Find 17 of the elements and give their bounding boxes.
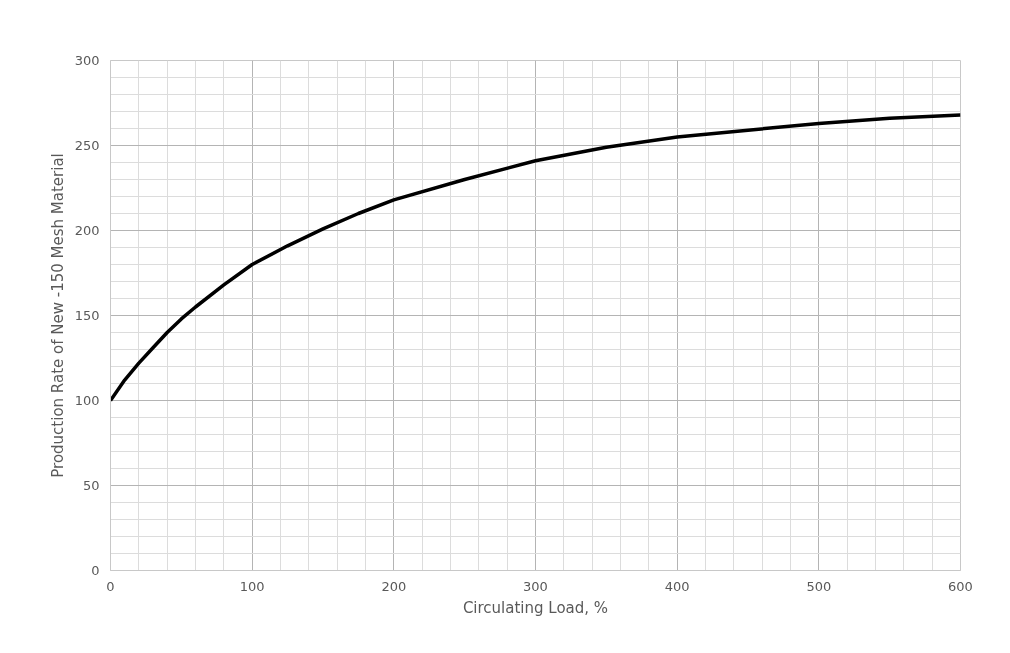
- y-tick-label: 0: [91, 563, 100, 578]
- y-tick-label: 150: [74, 308, 100, 323]
- x-tick-label: 300: [523, 578, 548, 594]
- y-axis-title: Production Rate of New -150 Mesh Material: [48, 153, 67, 478]
- x-tick-label: 400: [664, 578, 690, 594]
- line-series: [110, 113, 961, 403]
- x-tick-label: 100: [239, 578, 265, 594]
- y-tick-label: 300: [74, 53, 100, 68]
- x-tick-label: 200: [381, 578, 407, 594]
- y-tick-label: 50: [82, 478, 100, 493]
- x-tick-label: 0: [106, 578, 115, 594]
- x-axis-title: Circulating Load, %: [462, 598, 609, 617]
- y-tick-label: 200: [74, 223, 100, 238]
- y-tick-label: 250: [74, 138, 100, 153]
- x-tick-label: 600: [948, 578, 973, 594]
- x-tick-label: 500: [806, 578, 832, 594]
- y-tick-label: 100: [74, 393, 100, 408]
